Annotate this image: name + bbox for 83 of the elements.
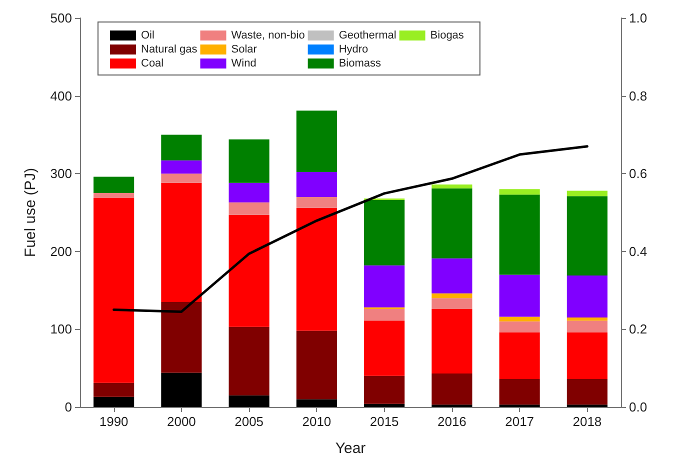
bar bbox=[296, 330, 337, 400]
bar bbox=[296, 172, 337, 197]
y2-tick-label: 0.0 bbox=[629, 400, 648, 414]
bar bbox=[364, 376, 405, 404]
bar bbox=[432, 258, 472, 294]
x-tick-label: 2015 bbox=[370, 414, 399, 429]
bar bbox=[161, 174, 202, 183]
legend-label: Waste, non-bio bbox=[231, 30, 305, 42]
y-tick-label: 300 bbox=[50, 166, 72, 182]
bar bbox=[566, 190, 608, 196]
bar bbox=[161, 372, 202, 407]
bar bbox=[566, 276, 608, 318]
bar bbox=[94, 193, 134, 198]
bar bbox=[94, 382, 134, 397]
bar bbox=[364, 404, 405, 407]
bar bbox=[566, 332, 608, 379]
y-tick-label: 500 bbox=[50, 10, 72, 26]
bar bbox=[364, 320, 405, 376]
bar bbox=[432, 298, 472, 309]
bar bbox=[432, 374, 472, 405]
x-tick-label: 2010 bbox=[302, 414, 332, 429]
bar bbox=[432, 184, 472, 188]
y2-tick-label: 0.8 bbox=[629, 88, 648, 104]
bar bbox=[161, 134, 202, 160]
bar bbox=[364, 265, 405, 308]
bar bbox=[364, 200, 405, 266]
x-tick-label: 2000 bbox=[166, 414, 196, 429]
bar bbox=[432, 293, 472, 298]
bar bbox=[228, 139, 270, 183]
bar bbox=[228, 182, 270, 202]
x-tick-label: 2005 bbox=[234, 414, 264, 429]
y2-tick-label: 1.0 bbox=[629, 10, 648, 26]
bar bbox=[228, 214, 270, 327]
bar bbox=[161, 182, 202, 302]
legend-label: Wind bbox=[231, 58, 256, 70]
y-tick-label: 100 bbox=[50, 322, 72, 337]
bar bbox=[94, 198, 134, 383]
bar bbox=[499, 189, 540, 195]
y-tick-label: 400 bbox=[50, 88, 72, 104]
y-tick-label: 0 bbox=[64, 400, 72, 414]
bar bbox=[566, 196, 608, 276]
bar bbox=[432, 308, 472, 374]
bar bbox=[499, 321, 540, 332]
x-tick-label: 1990 bbox=[99, 414, 128, 429]
bar bbox=[161, 302, 202, 373]
bar bbox=[228, 326, 270, 396]
bar bbox=[296, 196, 337, 208]
bar bbox=[296, 110, 337, 172]
x-axis-title: Year bbox=[335, 440, 366, 457]
legend-label: Oil bbox=[141, 30, 154, 42]
y-tick-label: 200 bbox=[50, 244, 72, 259]
legend-label: Hydro bbox=[338, 44, 368, 56]
legend-label: Biomass bbox=[338, 58, 382, 70]
bar bbox=[364, 308, 405, 321]
y2-tick-label: 0.2 bbox=[629, 322, 648, 337]
bar bbox=[161, 160, 202, 174]
bar bbox=[566, 320, 608, 332]
legend-label: Natural gas bbox=[141, 44, 198, 56]
y2-tick-label: 0.4 bbox=[629, 244, 648, 259]
legend-label: Geothermal bbox=[338, 30, 396, 42]
bar bbox=[296, 208, 337, 331]
bar bbox=[296, 399, 337, 407]
x-tick-label: 2017 bbox=[505, 414, 534, 429]
bar bbox=[499, 274, 540, 317]
legend-label: Solar bbox=[231, 44, 258, 56]
y-axis-title: Fuel use (PJ) bbox=[22, 168, 39, 258]
legend-label: Coal bbox=[141, 58, 164, 70]
bar bbox=[94, 396, 134, 407]
bar bbox=[499, 332, 540, 379]
bar bbox=[94, 176, 134, 194]
bar bbox=[228, 395, 270, 407]
x-tick-label: 2018 bbox=[572, 414, 602, 429]
y2-tick-label: 0.6 bbox=[629, 166, 648, 182]
bar bbox=[228, 202, 270, 215]
bar bbox=[566, 318, 608, 321]
bar bbox=[566, 378, 608, 405]
bar bbox=[432, 188, 472, 258]
bar bbox=[499, 378, 540, 405]
x-tick-label: 2016 bbox=[437, 414, 466, 429]
legend-label: Biogas bbox=[430, 30, 464, 42]
bar bbox=[499, 316, 540, 322]
line-series bbox=[112, 145, 588, 313]
bar bbox=[499, 194, 540, 275]
